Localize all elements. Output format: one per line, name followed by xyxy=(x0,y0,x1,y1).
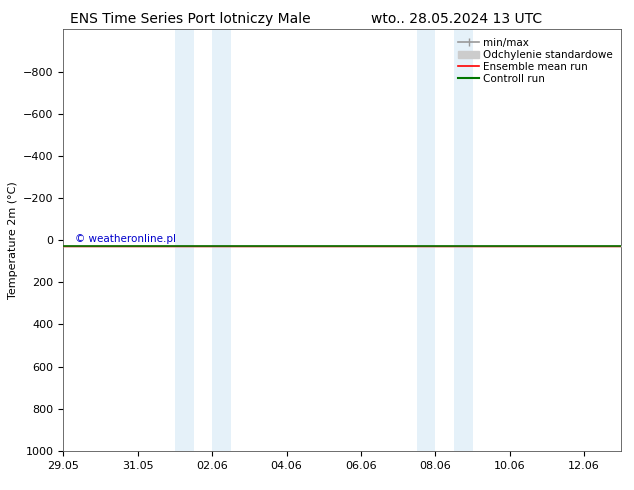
Text: wto.. 28.05.2024 13 UTC: wto.. 28.05.2024 13 UTC xyxy=(371,12,542,26)
Y-axis label: Temperature 2m (°C): Temperature 2m (°C) xyxy=(8,181,18,299)
Bar xyxy=(175,29,193,451)
Bar xyxy=(417,29,436,451)
Text: © weatheronline.pl: © weatheronline.pl xyxy=(75,234,176,244)
Text: ENS Time Series Port lotniczy Male: ENS Time Series Port lotniczy Male xyxy=(70,12,311,26)
Bar xyxy=(212,29,231,451)
Bar xyxy=(454,29,472,451)
Legend: min/max, Odchylenie standardowe, Ensemble mean run, Controll run: min/max, Odchylenie standardowe, Ensembl… xyxy=(455,35,616,87)
